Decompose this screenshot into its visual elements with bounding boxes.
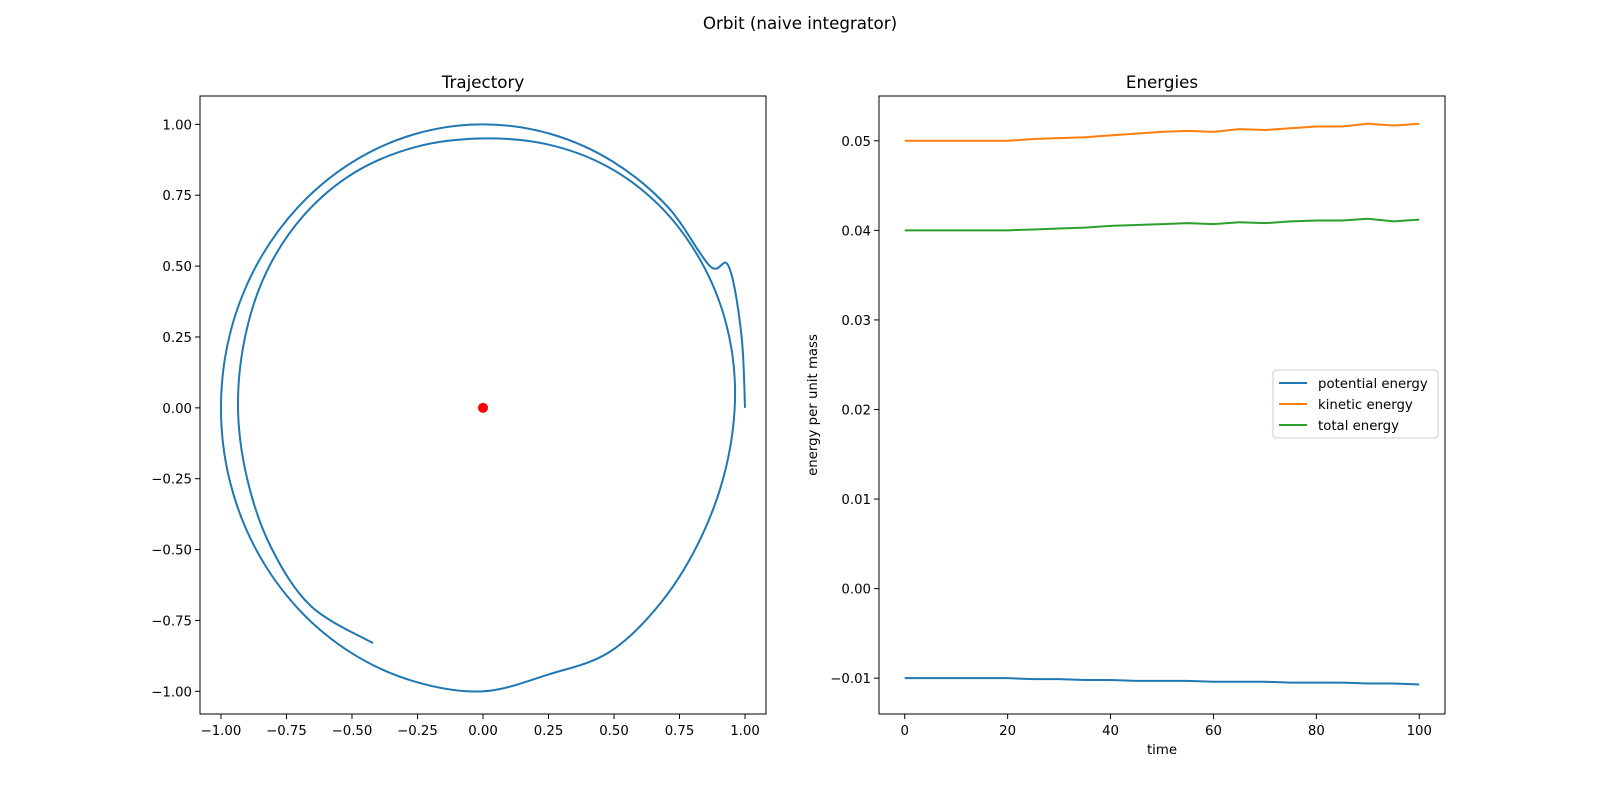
legend-entry-label: potential energy (1318, 377, 1428, 392)
legend-entry-label: kinetic energy (1318, 398, 1413, 413)
trajectory-y-tick-label: 0.75 (162, 189, 192, 204)
energies-x-tick-label: 0 (900, 724, 908, 739)
trajectory-x-tick-label: −0.50 (332, 724, 373, 739)
energies-series-line-1 (904, 122, 1420, 142)
trajectory-y-tick-label: 1.00 (162, 118, 192, 133)
energies-x-tick-label: 80 (1308, 724, 1325, 739)
energies-title: Energies (1126, 72, 1198, 92)
trajectory-x-tick-label: −0.75 (266, 724, 307, 739)
trajectory-y-tick-label: −0.50 (151, 544, 192, 559)
trajectory-x-tick-label: 0.75 (665, 724, 695, 739)
energies-plot-area (904, 122, 1420, 686)
energies-ticks: 0 20 40 60 80 100 −0.01 0.00 0.01 0.02 0.03 0.04 0.0… (830, 135, 1432, 739)
energies-frame (878, 95, 1446, 715)
trajectory-x-tick-label: 1.00 (730, 724, 760, 739)
trajectory-x-tick-label: −0.25 (397, 724, 438, 739)
energies-y-tick-label: 0.03 (841, 314, 871, 329)
energies-series-line-2 (904, 217, 1420, 232)
trajectory-frame (199, 95, 767, 715)
trajectory-y-tick-label: −0.75 (151, 614, 192, 629)
trajectory-y-tick-label: −1.00 (151, 685, 192, 700)
trajectory-y-tick-label: −0.25 (151, 473, 192, 488)
energies-axes: 0 20 40 60 80 100 −0.01 0.00 0.01 0.02 0.03 0.04 0.0… (806, 72, 1446, 758)
trajectory-y-tick-label: 0.00 (162, 402, 192, 417)
energies-y-tick-label: −0.01 (830, 672, 871, 687)
trajectory-x-tick-label: 0.50 (599, 724, 629, 739)
energies-y-tick-label: 0.04 (841, 224, 871, 239)
legend-entry-label: total energy (1318, 419, 1399, 434)
energies-y-axis-label: energy per unit mass (806, 334, 821, 476)
energies-legend: potential energy kinetic energy total ener… (1272, 369, 1439, 439)
energies-x-axis-label: time (1147, 743, 1177, 758)
trajectory-x-tick-label: 0.00 (468, 724, 498, 739)
energies-y-tick-label: 0.02 (841, 403, 871, 418)
energies-series-line-0 (904, 677, 1420, 686)
energies-x-tick-label: 60 (1205, 724, 1222, 739)
energies-y-tick-label: 0.01 (841, 493, 871, 508)
legend-box (1272, 369, 1439, 439)
trajectory-y-tick-label: 0.50 (162, 260, 192, 275)
energies-x-tick-label: 20 (999, 724, 1016, 739)
figure-suptitle: Orbit (naive integrator) (703, 13, 897, 33)
energies-x-tick-label: 100 (1407, 724, 1432, 739)
trajectory-x-tick-label: 0.25 (534, 724, 564, 739)
trajectory-axes: −1.00 −0.75 −0.50 −0.25 0.00 0.25 0.50 0.75 1.00… (151, 72, 767, 739)
trajectory-y-tick-label: 0.25 (162, 331, 192, 346)
trajectory-x-tick-label: −1.00 (201, 724, 242, 739)
energies-y-tick-label: 0.05 (841, 135, 871, 150)
trajectory-plot-area (219, 123, 747, 693)
central-body-point (478, 402, 488, 413)
trajectory-title: Trajectory (441, 72, 525, 92)
trajectory-series-line (219, 123, 747, 693)
energies-y-tick-label: 0.00 (841, 583, 871, 598)
trajectory-ticks: −1.00 −0.75 −0.50 −0.25 0.00 0.25 0.50 0.75 1.00… (151, 118, 760, 739)
energies-x-tick-label: 40 (1102, 724, 1119, 739)
